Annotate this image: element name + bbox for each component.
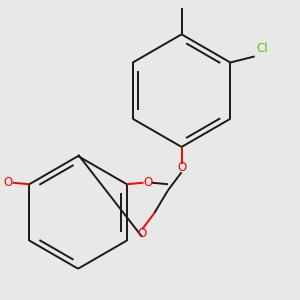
Text: Cl: Cl	[256, 42, 268, 55]
Text: O: O	[143, 176, 153, 189]
Text: O: O	[3, 176, 13, 189]
Text: O: O	[137, 226, 147, 240]
Text: O: O	[177, 161, 186, 174]
